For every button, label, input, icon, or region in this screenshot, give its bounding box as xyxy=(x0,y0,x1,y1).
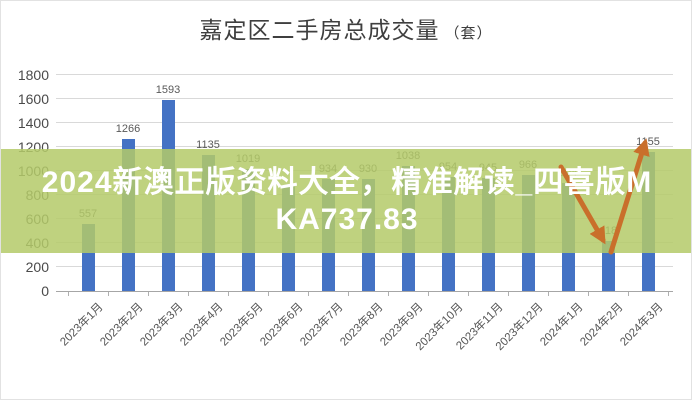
x-axis-tick xyxy=(348,292,349,296)
x-axis-tick xyxy=(428,292,429,296)
x-axis-tick xyxy=(108,292,109,296)
x-axis-tick xyxy=(548,292,549,296)
gridline xyxy=(56,146,673,147)
x-axis-tick xyxy=(388,292,389,296)
x-axis-tick xyxy=(148,292,149,296)
bar-value-label: 1593 xyxy=(155,83,181,96)
chart-title-text: 嘉定区二手房总成交量 xyxy=(199,18,440,43)
y-tick-label: 1800 xyxy=(17,67,49,83)
y-tick-label: 0 xyxy=(41,283,49,299)
gridline xyxy=(56,74,673,75)
chart-title: 嘉定区二手房总成交量 （套） xyxy=(1,11,691,45)
bar-value-label: 1135 xyxy=(196,138,220,151)
x-axis-tick xyxy=(228,292,229,296)
bar-value-label: 1266 xyxy=(115,123,141,136)
x-axis-tick xyxy=(68,292,69,296)
y-tick-label: 1400 xyxy=(17,115,49,131)
x-axis-tick xyxy=(268,292,269,296)
bar-value-label: 1155 xyxy=(636,136,660,149)
x-axis-tick xyxy=(668,292,669,296)
x-axis-tick xyxy=(508,292,509,296)
x-axis-tick xyxy=(588,292,589,296)
x-axis-tick xyxy=(188,292,189,296)
watermark-line2: KA737.83 xyxy=(275,203,419,236)
watermark-text: 2024新澳正版资料大全，精准解读_四喜版M KA737.83 xyxy=(1,152,691,250)
x-axis-tick xyxy=(468,292,469,296)
x-axis-tick xyxy=(308,292,309,296)
gridline xyxy=(56,122,673,123)
chart-title-unit: （套） xyxy=(444,26,493,42)
gridline xyxy=(56,98,673,99)
y-tick-label: 200 xyxy=(25,259,49,275)
y-tick-label: 1600 xyxy=(17,91,49,107)
x-axis-tick xyxy=(628,292,629,296)
watermark-line1: 2024新澳正版资料大全，精准解读_四喜版M xyxy=(41,166,653,199)
